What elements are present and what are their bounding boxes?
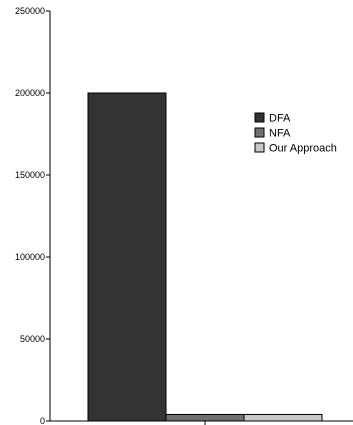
bar-our-approach xyxy=(243,413,323,422)
bar-dfa xyxy=(87,92,167,422)
legend-label: DFA xyxy=(269,113,291,125)
y-tick-label: 250000 xyxy=(15,6,45,16)
y-tick-label: 200000 xyxy=(15,88,45,98)
legend-swatch xyxy=(254,112,265,123)
bar-nfa xyxy=(165,413,245,422)
y-axis: 0 50000 100000 150000 200000 250000 xyxy=(15,6,353,425)
bars xyxy=(87,92,323,422)
legend-swatch xyxy=(254,142,265,153)
y-tick-label: 150000 xyxy=(15,170,45,180)
y-tick-label: 100000 xyxy=(15,252,45,262)
legend: DFA NFA Our Approach xyxy=(254,112,337,155)
legend-swatch xyxy=(254,127,265,138)
legend-label: Our Approach xyxy=(269,143,337,155)
y-tick-label: 0 xyxy=(40,416,45,425)
legend-label: NFA xyxy=(269,128,291,140)
y-tick-label: 50000 xyxy=(20,334,45,344)
